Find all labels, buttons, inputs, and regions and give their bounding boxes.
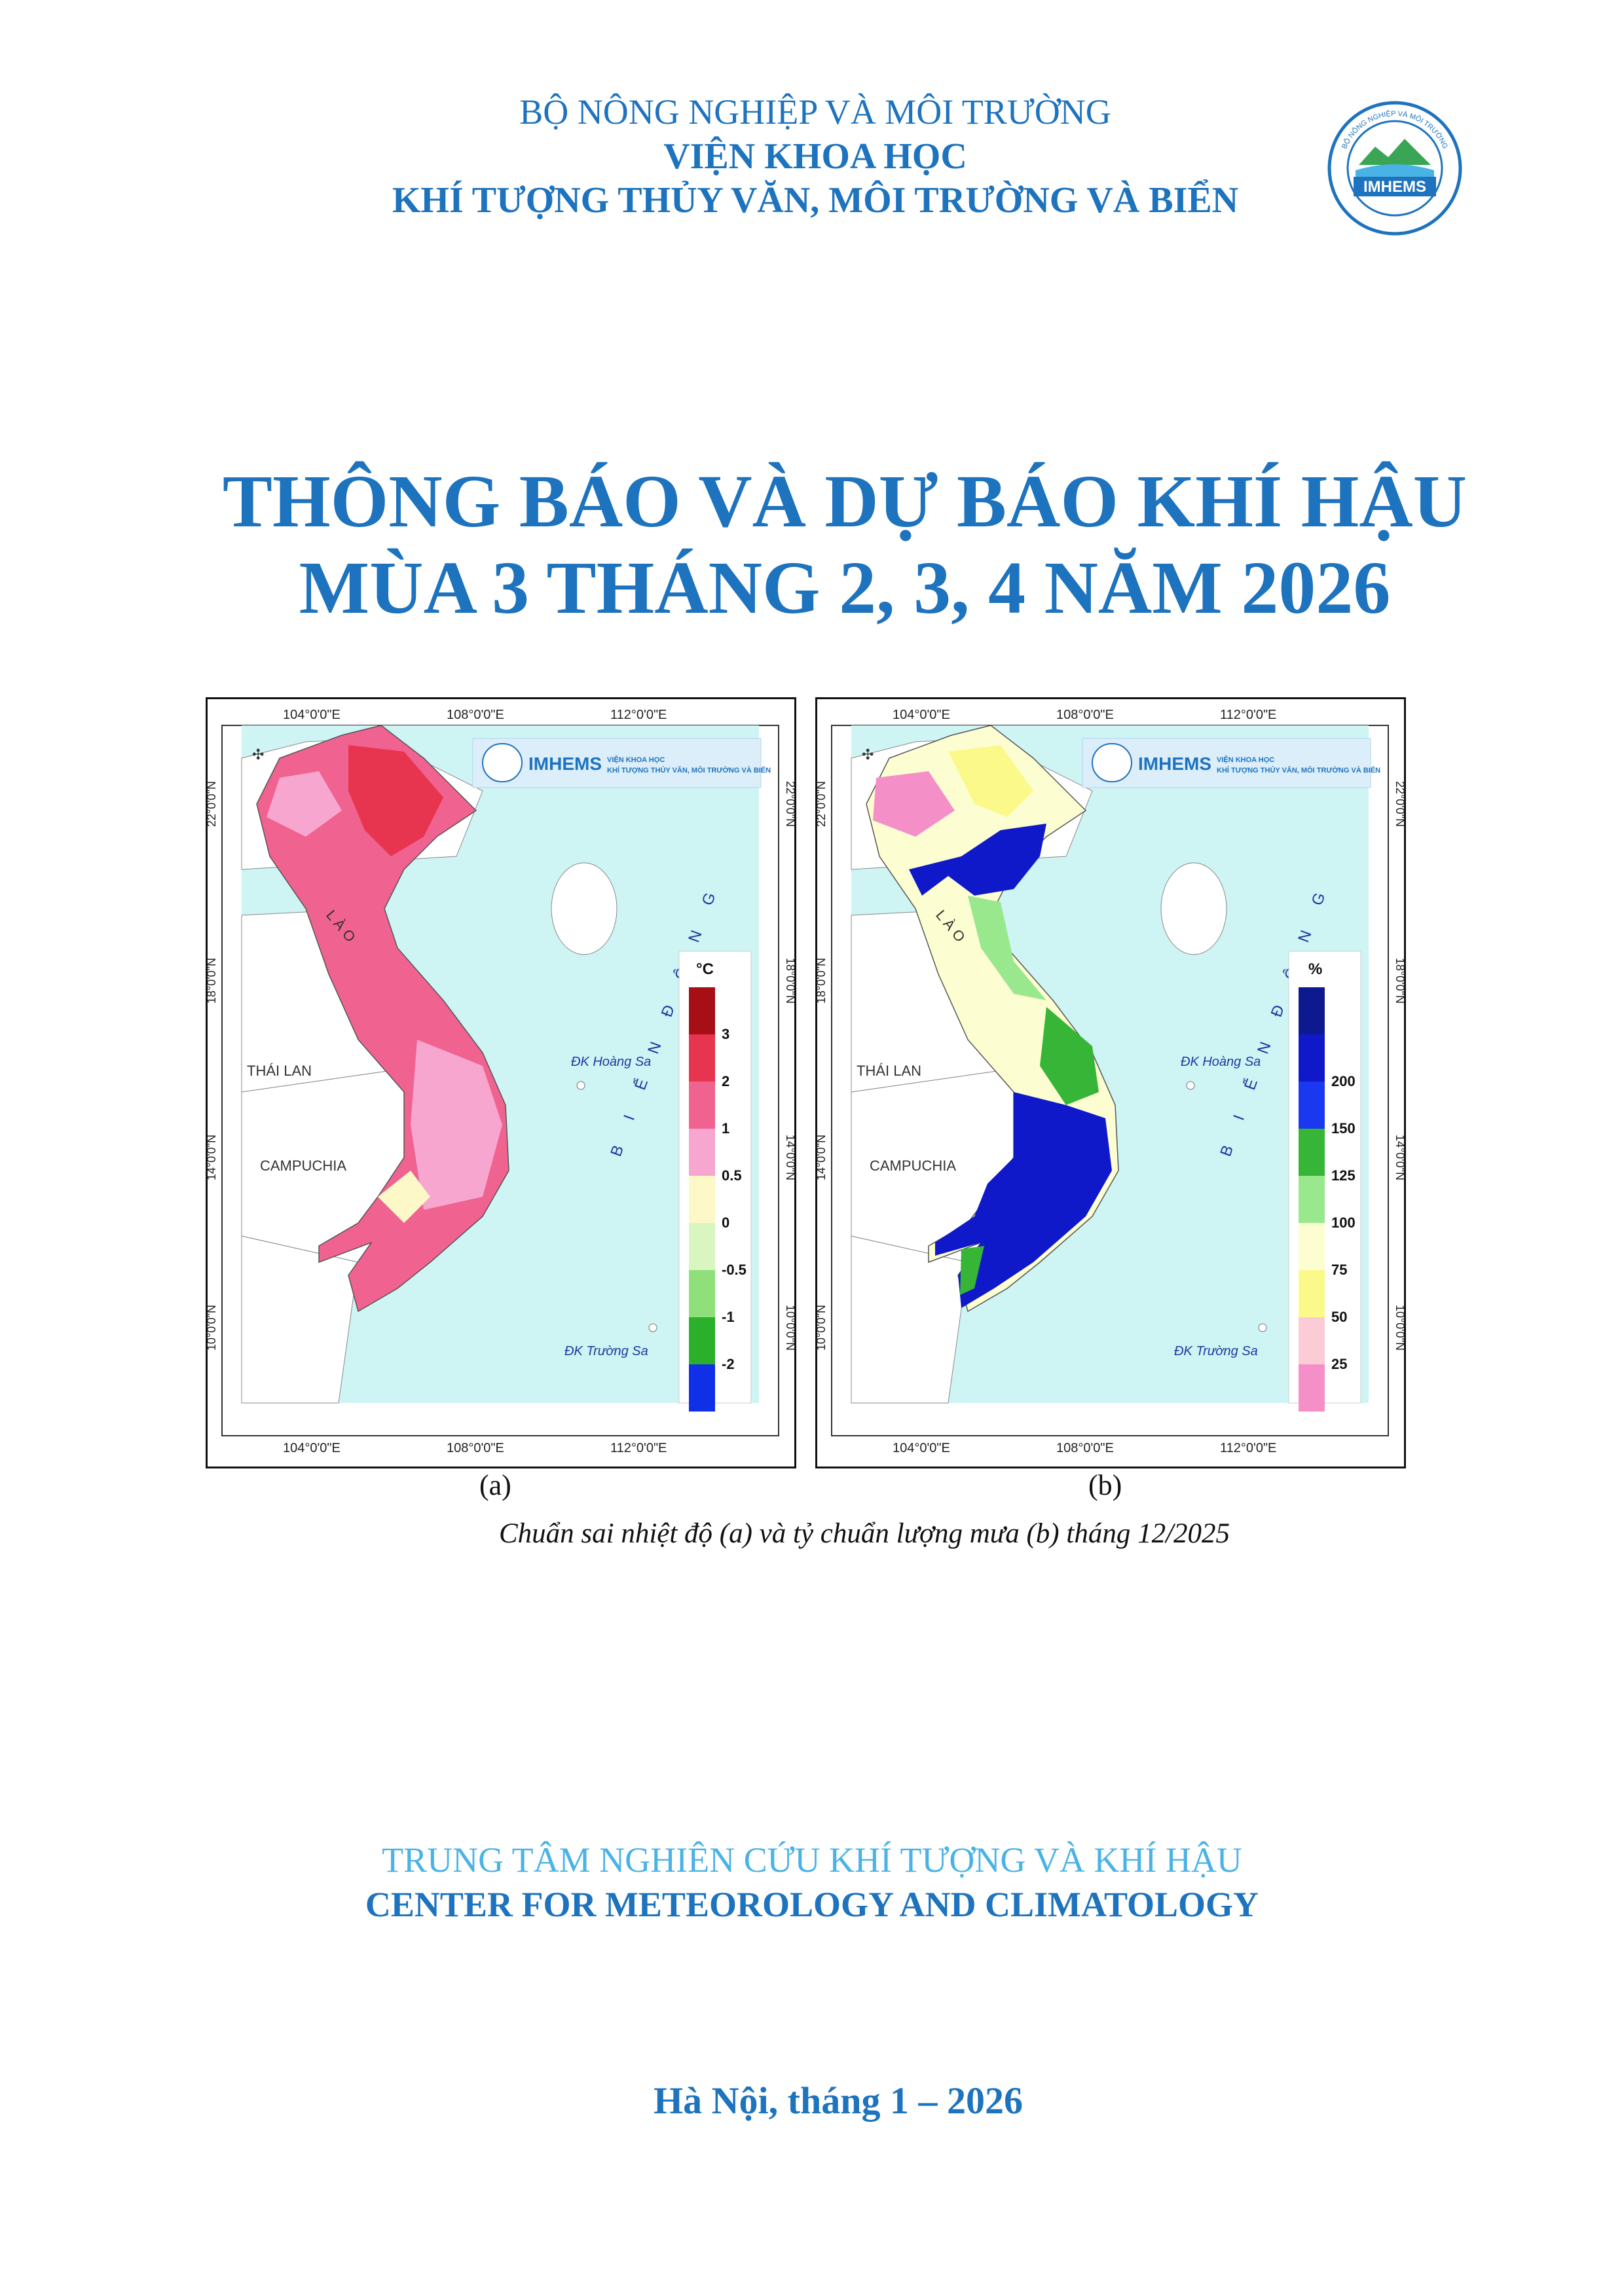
logo-text: IMHEMS bbox=[1363, 178, 1426, 196]
map-b-legend-swatch-2 bbox=[1299, 1082, 1325, 1129]
map-a-legend-swatch-1 bbox=[689, 1034, 715, 1082]
figure-caption: Chuẩn sai nhiệt độ (a) và tỷ chuẩn lượng… bbox=[498, 1518, 1230, 1549]
map-a-legend-label-6: -1 bbox=[722, 1309, 735, 1325]
place-and-date: Hà Nội, tháng 1 – 2026 bbox=[654, 2079, 1023, 2122]
map-a-legend-swatch-2 bbox=[689, 1082, 715, 1129]
institute-name-line1: VIỆN KHOA HỌC bbox=[663, 136, 967, 177]
map-b-legend-label-4: 100 bbox=[1331, 1214, 1356, 1231]
map-a-lon-top-3: 112°0'0"E bbox=[610, 708, 667, 722]
map-b-banner-sub2: KHÍ TƯỢNG THỦY VĂN, MÔI TRƯỜNG VÀ BIỂN bbox=[1217, 766, 1380, 774]
center-name-vietnamese: TRUNG TÂM NGHIÊN CỨU KHÍ TƯỢNG VÀ KHÍ HẬ… bbox=[382, 1840, 1242, 1880]
map-b-legend-label-3: 125 bbox=[1331, 1167, 1356, 1184]
map-a-legend-swatch-5 bbox=[689, 1223, 715, 1270]
map-b-legend-swatch-5 bbox=[1299, 1223, 1325, 1270]
svg-text:✣: ✣ bbox=[252, 746, 264, 763]
map-b-legend-swatch-1 bbox=[1299, 1034, 1325, 1082]
map-a-label-hoangsa: ĐK Hoàng Sa bbox=[571, 1055, 651, 1069]
map-a-legend-swatch-8 bbox=[689, 1364, 715, 1412]
map-b-label-thai: THÁI LAN bbox=[857, 1063, 921, 1079]
map-a-lon-bot-2: 108°0'0"E bbox=[447, 1441, 504, 1455]
map-b-lon-bot-1: 104°0'0"E bbox=[893, 1441, 950, 1455]
map-a-legend-label-4: 0 bbox=[722, 1214, 729, 1231]
map-a-banner-sub1: VIỆN KHOA HỌC bbox=[607, 756, 665, 764]
map-a-legend-label-0: 3 bbox=[722, 1026, 729, 1042]
map-b-lat-r4: 10°0'0"N bbox=[1393, 1305, 1404, 1351]
map-a-legend-swatch-3 bbox=[689, 1129, 715, 1176]
map-a-lon-bot-1: 104°0'0"E bbox=[283, 1441, 341, 1455]
map-a-lat-r1: 22°0'0"N bbox=[784, 781, 794, 827]
map-b-legend-label-5: 75 bbox=[1331, 1262, 1347, 1278]
map-b-label-camp: CAMPUCHIA bbox=[870, 1157, 956, 1174]
map-b-banner-name: IMHEMS bbox=[1138, 754, 1211, 774]
map-b-legend-swatch-6 bbox=[1299, 1270, 1325, 1317]
map-a-legend-swatch-4 bbox=[689, 1176, 715, 1223]
map-b-lat-r1: 22°0'0"N bbox=[1393, 781, 1404, 827]
map-b-lon-top-3: 112°0'0"E bbox=[1220, 708, 1276, 722]
map-b-lat-r3: 14°0'0"N bbox=[1393, 1135, 1404, 1180]
map-b-legend-label-6: 50 bbox=[1331, 1309, 1347, 1325]
map-b-legend-swatch-4 bbox=[1299, 1176, 1325, 1223]
map-a-banner-sub2: KHÍ TƯỢNG THỦY VĂN, MÔI TRƯỜNG VÀ BIỂN bbox=[607, 766, 771, 774]
map-a-legend-label-3: 0.5 bbox=[722, 1167, 742, 1184]
report-title-line1: THÔNG BÁO VÀ DỰ BÁO KHÍ HẬU bbox=[222, 460, 1467, 543]
map-b-lat-r2: 18°0'0"N bbox=[1393, 958, 1404, 1004]
center-name-english: CENTER FOR METEOROLOGY AND CLIMATOLOGY bbox=[365, 1885, 1259, 1924]
imhems-logo: IMHEMS BỘ NÔNG NGHIỆP VÀ MÔI TRƯỜNG bbox=[1327, 101, 1462, 236]
map-a-lat-r4: 10°0'0"N bbox=[784, 1305, 794, 1351]
report-title-line2: MÙA 3 THÁNG 2, 3, 4 NĂM 2026 bbox=[299, 546, 1391, 629]
map-b-legend-label-1: 200 bbox=[1331, 1073, 1356, 1089]
map-b-legend-swatch-0 bbox=[1299, 987, 1325, 1034]
map-a-legend: 3 2 1 0.5 0 -0.5 -1 -2 bbox=[689, 987, 747, 1412]
map-a-lat-2: 18°0'0"N bbox=[208, 958, 218, 1004]
map-b-legend-swatch-3 bbox=[1299, 1129, 1325, 1176]
map-b-caption: (b) bbox=[1088, 1469, 1122, 1501]
map-b-legend-label-7: 25 bbox=[1331, 1356, 1347, 1372]
map-a-lat-3: 14°0'0"N bbox=[208, 1135, 218, 1180]
map-b-legend-unit: % bbox=[1308, 960, 1322, 978]
map-a-lon-top-1: 104°0'0"E bbox=[283, 708, 341, 722]
map-a-lon-bot-3: 112°0'0"E bbox=[610, 1441, 667, 1455]
map-b-lat-3: 14°0'0"N bbox=[817, 1135, 828, 1180]
map-a-label-truongsa: ĐK Trường Sa bbox=[564, 1344, 648, 1358]
temperature-anomaly-map: IMHEMS VIỆN KHOA HỌC KHÍ TƯỢNG THỦY VĂN,… bbox=[206, 697, 796, 1468]
map-a-legend-label-5: -0.5 bbox=[722, 1262, 747, 1278]
map-a-banner-name: IMHEMS bbox=[528, 754, 602, 774]
map-b-lon-top-1: 104°0'0"E bbox=[893, 708, 950, 722]
ministry-name: BỘ NÔNG NGHIỆP VÀ MÔI TRƯỜNG bbox=[519, 92, 1111, 132]
map-a-lat-1: 22°0'0"N bbox=[208, 781, 218, 827]
map-b-label-hoangsa: ĐK Hoàng Sa bbox=[1181, 1055, 1261, 1069]
map-b-legend: 200 150 125 100 75 50 25 bbox=[1299, 987, 1356, 1412]
map-a-legend-label-2: 1 bbox=[722, 1120, 729, 1137]
map-b-lat-2: 18°0'0"N bbox=[817, 958, 828, 1004]
map-a-caption: (a) bbox=[479, 1469, 511, 1501]
map-a-legend-swatch-0 bbox=[689, 987, 715, 1034]
map-a-lat-r3: 14°0'0"N bbox=[784, 1135, 794, 1180]
map-b-label-truongsa: ĐK Trường Sa bbox=[1174, 1344, 1258, 1358]
map-a-label-camp: CAMPUCHIA bbox=[260, 1157, 346, 1174]
map-b-legend-swatch-7 bbox=[1299, 1317, 1325, 1364]
map-a-legend-label-1: 2 bbox=[722, 1073, 729, 1089]
map-a-lat-r2: 18°0'0"N bbox=[784, 958, 794, 1004]
rainfall-ratio-map: IMHEMS VIỆN KHOA HỌC KHÍ TƯỢNG THỦY VĂN,… bbox=[815, 697, 1406, 1468]
map-a-label-thai: THÁI LAN bbox=[247, 1063, 312, 1079]
svg-text:✣: ✣ bbox=[862, 746, 874, 763]
map-b-legend-swatch-8 bbox=[1299, 1364, 1325, 1412]
map-b-banner-sub1: VIỆN KHOA HỌC bbox=[1217, 756, 1274, 764]
map-a-legend-swatch-6 bbox=[689, 1270, 715, 1317]
institute-name-line2: KHÍ TƯỢNG THỦY VĂN, MÔI TRƯỜNG VÀ BIỂN bbox=[392, 180, 1239, 221]
map-b-lat-1: 22°0'0"N bbox=[817, 781, 828, 827]
map-a-legend-label-7: -2 bbox=[722, 1356, 735, 1372]
map-b-lon-bot-3: 112°0'0"E bbox=[1220, 1441, 1276, 1455]
map-a-lon-top-2: 108°0'0"E bbox=[447, 708, 504, 722]
map-a-legend-unit: °C bbox=[696, 960, 714, 978]
map-b-lat-4: 10°0'0"N bbox=[817, 1305, 828, 1351]
map-b-lon-bot-2: 108°0'0"E bbox=[1056, 1441, 1114, 1455]
map-a-lat-4: 10°0'0"N bbox=[208, 1305, 218, 1351]
map-a-legend-swatch-7 bbox=[689, 1317, 715, 1364]
map-b-lon-top-2: 108°0'0"E bbox=[1056, 708, 1114, 722]
map-b-legend-label-2: 150 bbox=[1331, 1120, 1356, 1137]
